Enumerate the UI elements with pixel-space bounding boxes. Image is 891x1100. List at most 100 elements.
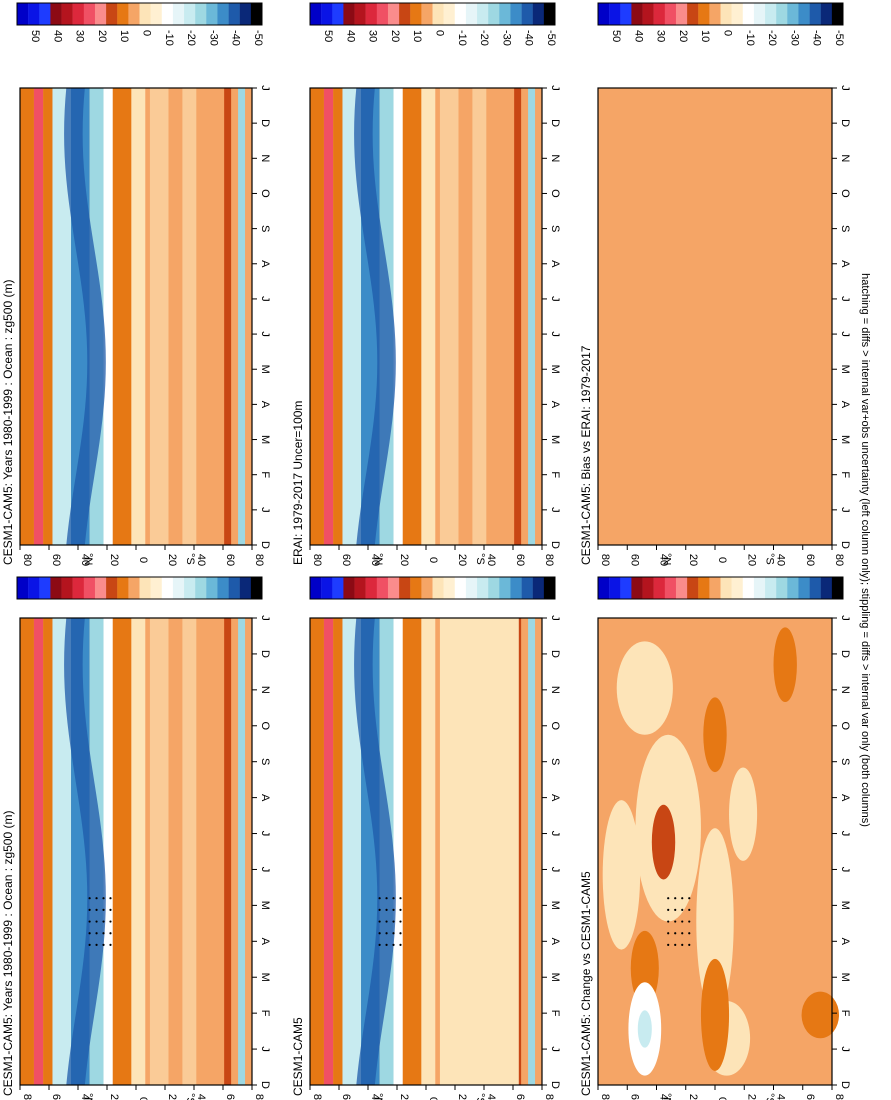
colorbar-tick-label: -40 — [523, 30, 535, 46]
colorbar-tick-label: -10 — [456, 30, 468, 46]
lat-tick-label: 80 — [253, 1094, 265, 1100]
colorbar-tick-label: 30 — [74, 30, 86, 42]
colorbar-swatch — [332, 577, 344, 599]
lat-tick-label: 20 — [687, 554, 699, 566]
colorbar-swatch — [172, 3, 185, 25]
colorbar-tick-label: 20 — [96, 30, 108, 42]
month-tick-label: J — [259, 831, 271, 837]
lat-tick-label: 40 — [775, 554, 787, 566]
month-tick-label: J — [259, 1046, 271, 1052]
lat-tick-label: 40 — [369, 554, 381, 566]
month-tick-label: A — [259, 938, 271, 946]
colorbar-swatch — [139, 3, 151, 25]
colorbar-swatch — [709, 3, 721, 25]
y-axis-label-south: °S — [184, 553, 196, 565]
panel-title: CESM1-CAM5: Years 1980-1999 : Ocean : zg… — [1, 280, 15, 565]
colorbar-tick-label: 0 — [722, 30, 734, 36]
footnote: hatching = diffs > internal var+obs unce… — [859, 273, 871, 827]
month-tick-label: S — [839, 758, 851, 765]
lat-tick-label: 80 — [599, 1094, 611, 1100]
month-tick-label: S — [549, 758, 561, 765]
month-tick-label: O — [839, 189, 851, 198]
y-axis-label-south: °S — [184, 1093, 196, 1100]
month-tick-label: J — [259, 507, 271, 513]
colorbar-swatch — [28, 3, 40, 25]
month-tick-label: M — [549, 973, 561, 982]
month-tick-label: J — [259, 867, 271, 873]
month-tick-label: J — [839, 831, 851, 837]
month-tick-label: J — [549, 867, 561, 873]
colorbar-swatch — [742, 577, 755, 599]
colorbar-swatch — [354, 577, 366, 599]
lat-tick-label: 0 — [427, 1097, 439, 1100]
colorbar-swatch — [798, 3, 810, 25]
colorbar-swatch — [321, 577, 333, 599]
colorbar-swatch — [50, 3, 62, 25]
month-tick-label: O — [259, 721, 271, 730]
month-tick-label: M — [259, 365, 271, 374]
colorbar-swatch — [50, 577, 62, 599]
colorbar-swatch — [753, 3, 766, 25]
y-axis-label-north: °N — [82, 553, 94, 565]
colorbar-swatch — [642, 577, 654, 599]
colorbar-swatch — [195, 577, 207, 599]
colorbar-swatch — [731, 577, 743, 599]
lat-tick-label: 60 — [628, 1094, 640, 1100]
month-tick-label: N — [259, 686, 271, 694]
colorbar-tick-label: -20 — [478, 30, 490, 46]
colorbar-swatch — [94, 577, 107, 599]
map-panel-2: 80 60 40 20 0 20 40 60 80 °N °S D J F M A M J J A S O N D J ERAI:… — [291, 401, 561, 1100]
lat-tick-label: 20 — [398, 1094, 410, 1100]
y-axis-label-south: °S — [763, 553, 775, 565]
colorbar-swatch — [477, 3, 489, 25]
colorbar-swatch — [653, 3, 666, 25]
colorbar-swatch — [731, 3, 743, 25]
panel-title: CESM1-CAM5: Change vs CESM1-CAM5 — [579, 871, 593, 1096]
lat-tick-label: 40 — [658, 1094, 670, 1100]
lat-tick-label: 60 — [50, 1094, 62, 1100]
colorbar-swatch — [310, 577, 322, 599]
colorbar-swatch — [510, 3, 522, 25]
colorbar-swatch — [543, 3, 556, 25]
map-panel-4: 80 60 40 20 0 20 40 60 80 °N °S D J F M A M J J A S O N D J CESM1… — [579, 345, 851, 1100]
colorbar-swatch — [376, 3, 389, 25]
colorbar-swatch — [239, 3, 252, 25]
panel-title: ERAI: 1979-2017 Uncer=100m — [291, 401, 305, 565]
lat-tick-label: 80 — [833, 1094, 845, 1100]
colorbar-swatch — [184, 577, 196, 599]
month-tick-label: M — [259, 973, 271, 982]
lat-tick-label: 80 — [599, 554, 611, 566]
lat-tick-label: 60 — [804, 1094, 816, 1100]
colorbar-1: 50 40 30 20 10 0 -10 -20 -30 -40 -50 — [309, 2, 557, 46]
month-tick-label: M — [839, 901, 851, 910]
colorbar-lower-2 — [597, 576, 844, 600]
colorbar-tick-label: 20 — [677, 30, 689, 42]
lat-tick-label: 0 — [716, 1097, 728, 1100]
month-tick-label: N — [259, 154, 271, 162]
colorbar-tick-label: 30 — [655, 30, 667, 42]
lat-tick-label: 80 — [253, 554, 265, 566]
month-tick-label: M — [839, 435, 851, 444]
colorbar-swatch — [410, 3, 422, 25]
month-tick-label: A — [839, 938, 851, 946]
colorbar-swatch — [687, 3, 699, 25]
colorbar-swatch — [454, 577, 467, 599]
month-tick-label: M — [839, 365, 851, 374]
lat-tick-label: 60 — [224, 554, 236, 566]
colorbar-tick-label: -50 — [545, 30, 557, 46]
lat-tick-label: 80 — [21, 1094, 33, 1100]
colorbar-swatch — [631, 577, 643, 599]
colorbar-swatch — [831, 3, 844, 25]
colorbar-swatch — [421, 3, 433, 25]
month-tick-label: J — [839, 1046, 851, 1052]
colorbar-swatch — [17, 3, 29, 25]
lat-tick-label: 20 — [456, 1094, 468, 1100]
colorbar-tick-label: 40 — [632, 30, 644, 42]
panel-title: CESM1-CAM5: Bias vs ERAI: 1979-2017 — [579, 345, 593, 565]
lat-tick-label: 40 — [79, 1094, 91, 1100]
colorbar-swatch — [831, 577, 844, 599]
y-axis-label-north: °N — [661, 553, 673, 565]
colorbar-swatch — [465, 3, 478, 25]
